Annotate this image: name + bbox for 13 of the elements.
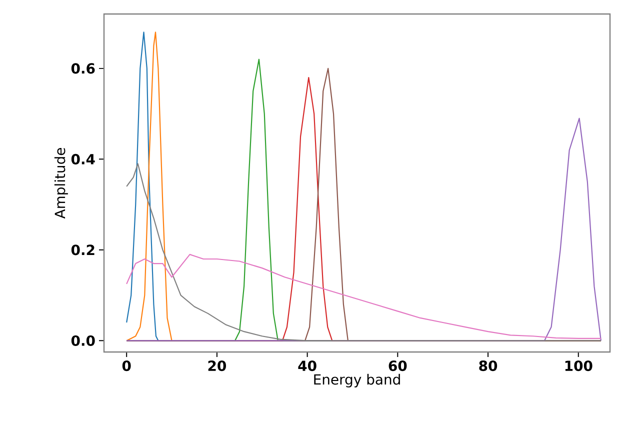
x-tick-label: 20: [208, 360, 226, 372]
x-axis-title: Energy band: [314, 374, 400, 388]
x-tick-label: 80: [479, 360, 498, 372]
line-series: [126, 163, 602, 342]
y-tick-label: 0.4: [71, 154, 95, 164]
y-axis-title: Amplitude: [54, 148, 68, 219]
x-tick-label: 60: [388, 360, 407, 372]
y-tick-label: 0.2: [71, 244, 94, 256]
y-tick-label: 0.0: [71, 335, 95, 346]
y-tick-label: 0.6: [71, 63, 95, 74]
x-tick-label: 0: [122, 360, 131, 372]
x-tick-label: 40: [298, 360, 316, 372]
x-tick-label: 100: [565, 360, 592, 372]
